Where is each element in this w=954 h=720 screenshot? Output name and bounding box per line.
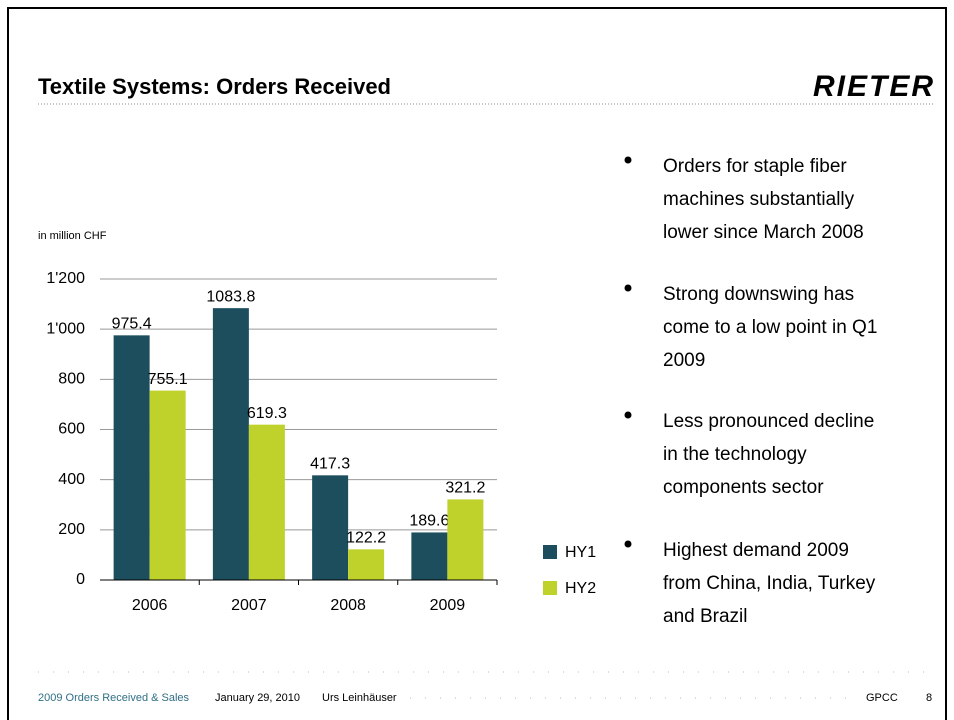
legend-label: HY1 (565, 544, 596, 561)
x-tick-label: 2009 (430, 597, 466, 614)
bar (113, 335, 150, 580)
data-label: 755.1 (148, 371, 188, 388)
bullet-text: Strong downswing has (663, 284, 854, 305)
bullet-text: come to a low point in Q1 (663, 317, 877, 338)
footer-author: Urs Leinhäuser (322, 692, 397, 704)
bullet-text: 2009 (663, 350, 705, 371)
footer-date: January 29, 2010 (215, 692, 300, 704)
logo: RIETER (813, 70, 935, 103)
footer-org: GPCC (866, 692, 898, 704)
y-tick-label: 0 (76, 571, 85, 588)
data-label: 189.6 (409, 513, 449, 530)
x-tick-label: 2007 (231, 597, 267, 614)
y-tick-label: 1'200 (46, 270, 85, 287)
unit-label: in million CHF (38, 230, 107, 242)
bar (212, 308, 249, 580)
slide-frame (7, 7, 947, 720)
bullet-dot (624, 411, 632, 419)
y-tick-label: 800 (58, 371, 85, 388)
bullet-dot (624, 284, 632, 292)
bullet-dot (624, 540, 632, 548)
data-label: 122.2 (346, 530, 386, 547)
bullet-text: and Brazil (663, 606, 748, 627)
bullet-text: lower since March 2008 (663, 222, 864, 243)
footer-presentation: 2009 Orders Received & Sales (38, 692, 190, 704)
y-tick-label: 200 (58, 521, 85, 538)
slide-title: Textile Systems: Orders Received (38, 74, 391, 99)
bullet-text: machines substantially (663, 189, 855, 210)
bar (312, 475, 349, 580)
bar (248, 424, 285, 580)
data-label: 975.4 (112, 316, 152, 333)
bullet-text: from China, India, Turkey (663, 573, 876, 594)
data-label: 619.3 (247, 405, 287, 422)
bar (348, 549, 385, 580)
bar (447, 499, 484, 580)
bar (411, 532, 448, 580)
data-label: 417.3 (310, 456, 350, 473)
y-tick-label: 1'000 (46, 320, 85, 337)
footer-page: 8 (926, 692, 932, 704)
bullet-text: Less pronounced decline (663, 411, 874, 432)
x-tick-label: 2006 (132, 597, 168, 614)
legend-label: HY2 (565, 580, 596, 597)
bullet-text: Highest demand 2009 (663, 540, 849, 561)
y-tick-label: 600 (58, 421, 85, 438)
legend-swatch (543, 581, 557, 595)
bar (149, 390, 186, 580)
legend-swatch (543, 545, 557, 559)
bullet-dot (624, 156, 632, 164)
y-tick-label: 400 (58, 471, 85, 488)
data-label: 1083.8 (206, 288, 255, 305)
bullet-text: in the technology (663, 444, 807, 465)
bullet-text: Orders for staple fiber (663, 156, 847, 177)
bullet-text: components sector (663, 477, 824, 498)
data-label: 321.2 (445, 480, 485, 497)
x-tick-label: 2008 (330, 597, 366, 614)
